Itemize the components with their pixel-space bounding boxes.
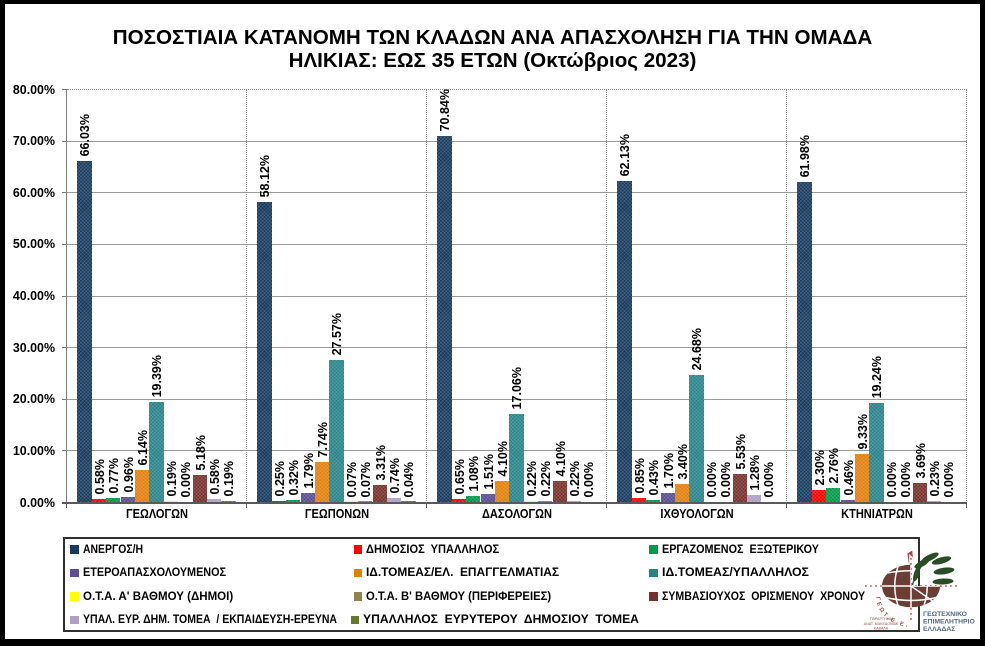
svg-text:ΑΝΑΤ. ΜΑΚΕΔΟΝΙΑΣ: ΑΝΑΤ. ΜΑΚΕΔΟΝΙΑΣ: [864, 622, 899, 626]
svg-text:ΕΛΛΑΔΑΣ: ΕΛΛΑΔΑΣ: [923, 626, 955, 633]
svg-text:ΠΑΡΑΡΤΗΜΑ: ΠΑΡΑΡΤΗΜΑ: [870, 617, 893, 621]
svg-text:ΚΑΒΑΛΑ: ΚΑΒΑΛΑ: [874, 627, 889, 631]
svg-text:ΕΠΙΜΕΛΗΤΗΡΙΟ: ΕΠΙΜΕΛΗΤΗΡΙΟ: [923, 619, 975, 626]
svg-text:ΓΕΩΤΕΧΝΙΚΟ: ΓΕΩΤΕΧΝΙΚΟ: [923, 611, 967, 618]
